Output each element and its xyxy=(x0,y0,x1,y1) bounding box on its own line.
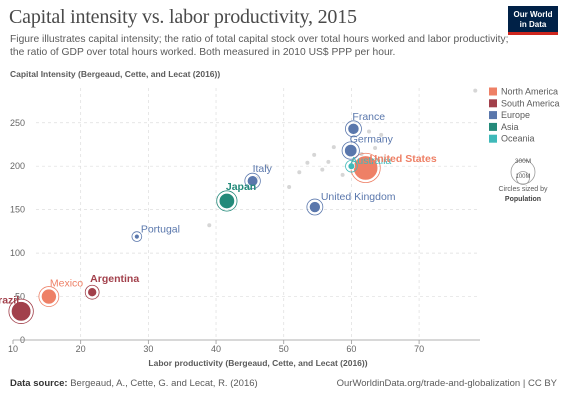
y-axis-label: Capital Intensity (Bergeaud, Cette, and … xyxy=(10,69,220,79)
background-point xyxy=(312,152,317,157)
data-point xyxy=(309,201,321,213)
size-legend-big-circle xyxy=(510,159,536,185)
x-tick-label: 50 xyxy=(279,344,289,354)
point-outline xyxy=(8,298,34,324)
x-tick-label: 60 xyxy=(346,344,356,354)
legend-label: South America xyxy=(501,98,560,108)
logo-line-1: Our World xyxy=(513,10,553,19)
data-source-text[interactable]: Bergeaud, A., Cette, G. and Lecat, R. (2… xyxy=(70,378,258,389)
grid-lines xyxy=(36,88,480,340)
y-tick-label: 50 xyxy=(15,292,25,302)
size-legend-caption-bold: Population xyxy=(505,196,541,203)
background-point xyxy=(379,132,384,137)
point-outline xyxy=(306,198,324,216)
data-point xyxy=(344,144,358,158)
point-label: Germany xyxy=(350,134,394,146)
x-tick-label: 70 xyxy=(414,344,424,354)
x-tick-label: 10 xyxy=(8,344,18,354)
point-outline xyxy=(345,159,358,173)
y-tick-label: 100 xyxy=(10,248,25,258)
point-label: Brazil xyxy=(0,294,19,306)
data-point xyxy=(347,162,356,170)
background-point xyxy=(326,159,331,164)
data-point xyxy=(87,287,97,297)
x-tick-label: 30 xyxy=(143,344,153,354)
point-outline xyxy=(38,286,60,307)
legend-label: Oceania xyxy=(501,134,535,144)
y-tick-label: 200 xyxy=(10,161,25,171)
point-outline xyxy=(131,231,143,242)
size-legend-big-label: 300M xyxy=(515,158,531,165)
background-point xyxy=(264,164,269,169)
data-point xyxy=(347,123,360,135)
point-label: Portugal xyxy=(141,224,180,236)
legend-swatch xyxy=(489,122,497,131)
point-outline xyxy=(341,141,360,160)
point-label: Japan xyxy=(226,181,256,193)
point-outline xyxy=(244,172,261,190)
point-label: Italy xyxy=(253,163,273,175)
chart-title: Capital intensity vs. labor productivity… xyxy=(9,6,357,28)
point-label: United Kingdom xyxy=(321,191,396,203)
background-point xyxy=(373,145,378,150)
point-outline xyxy=(216,190,238,212)
data-source: Data source: Bergeaud, A., Cette, G. and… xyxy=(10,378,258,389)
point-labels: Brazil Mexico Argentina Portugal Japan Italy U… xyxy=(0,111,437,306)
chart-subtitle: Figure illustrates capital intensity; th… xyxy=(10,34,509,58)
data-point xyxy=(134,233,140,240)
data-point xyxy=(11,301,32,322)
background-point xyxy=(287,185,292,190)
point-label: United States xyxy=(370,153,437,165)
size-legend-caption: Circles sized by xyxy=(498,186,548,193)
legend-swatch xyxy=(489,99,497,108)
background-point xyxy=(473,88,478,93)
x-tick-label: 20 xyxy=(76,344,86,354)
footer-credit[interactable]: OurWorldinData.org/trade-and-globalizati… xyxy=(336,378,557,389)
legend-label: Europe xyxy=(501,110,530,120)
background-point xyxy=(320,167,325,172)
background-point xyxy=(367,129,372,134)
background-point xyxy=(305,160,310,165)
data-source-label: Data source: xyxy=(10,378,68,389)
data-points xyxy=(8,120,381,324)
point-label: France xyxy=(352,111,385,123)
data-point xyxy=(218,193,235,209)
size-legend-small-label: 100M xyxy=(515,174,530,180)
point-label: Mexico xyxy=(50,278,83,290)
x-tick-label: 40 xyxy=(211,344,221,354)
point-outline xyxy=(84,284,100,300)
legend-swatch xyxy=(489,87,497,96)
background-points xyxy=(207,88,478,228)
background-point xyxy=(331,145,336,150)
legend-label: North America xyxy=(501,87,558,97)
size-legend-small-circle xyxy=(516,171,530,185)
owid-logo[interactable]: Our World in Data xyxy=(508,6,558,35)
x-axis-label: Labor productivity (Bergeaud, Cette, and… xyxy=(148,358,367,368)
size-legend: 300M 100M Circles sized by Population xyxy=(498,158,548,203)
legend-label: Asia xyxy=(501,122,519,132)
y-tick-label: 150 xyxy=(10,205,25,215)
point-outline xyxy=(345,120,362,138)
data-point xyxy=(41,288,57,305)
background-point xyxy=(340,172,345,177)
point-label: Australia xyxy=(350,155,391,167)
data-point xyxy=(247,175,259,187)
point-label: Argentina xyxy=(90,273,139,285)
legend-swatch xyxy=(489,134,497,143)
logo-line-2: in Data xyxy=(519,20,547,29)
y-tick-label: 250 xyxy=(10,118,25,128)
legend-swatch xyxy=(489,111,497,120)
background-point xyxy=(207,223,212,228)
background-point xyxy=(297,170,302,175)
